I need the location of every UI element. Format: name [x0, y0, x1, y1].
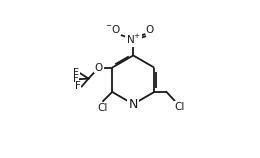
- Text: Cl: Cl: [97, 103, 108, 112]
- Text: N$^{+}$: N$^{+}$: [126, 33, 141, 46]
- Text: Cl: Cl: [175, 102, 185, 112]
- Text: F: F: [73, 74, 79, 84]
- Text: F: F: [74, 68, 79, 78]
- Text: O: O: [95, 63, 103, 73]
- Text: N: N: [128, 98, 138, 111]
- Text: O: O: [145, 25, 154, 35]
- Text: $^{-}$O: $^{-}$O: [105, 23, 121, 35]
- Text: F: F: [75, 82, 81, 91]
